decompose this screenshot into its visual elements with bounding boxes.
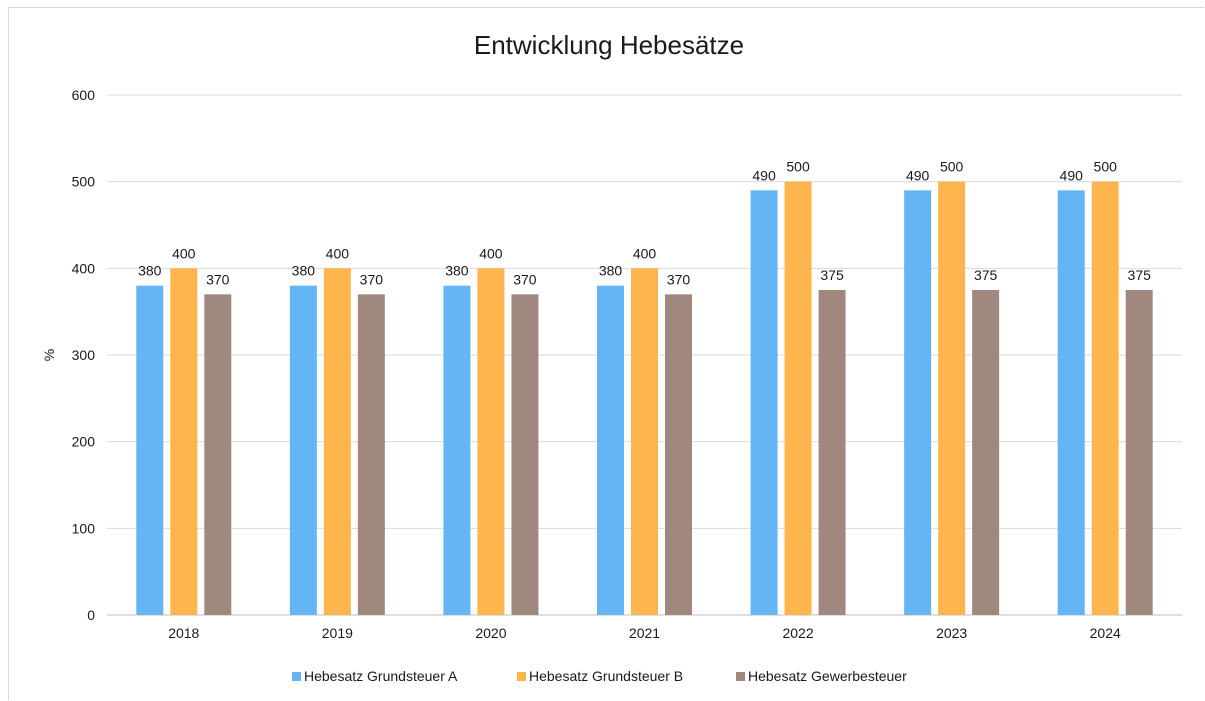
data-label: 490 <box>906 167 930 183</box>
data-labels: 380 400 370 380 400 370 380 400 370 380 400 370 490 5… <box>138 159 1151 288</box>
y-tick-label: 400 <box>72 260 96 276</box>
bar <box>1091 181 1119 615</box>
bar <box>597 285 624 615</box>
x-tick-label: 2018 <box>168 625 199 641</box>
data-label: 400 <box>326 245 350 261</box>
y-tick-label: 200 <box>72 434 96 450</box>
bar <box>477 268 505 615</box>
bar <box>170 268 198 615</box>
bar <box>204 294 232 615</box>
data-label: 500 <box>1094 159 1118 175</box>
bar <box>818 290 846 615</box>
bar <box>904 190 932 616</box>
x-tick-label: 2020 <box>475 625 506 641</box>
bar <box>1125 290 1153 615</box>
data-label: 375 <box>820 267 844 283</box>
legend-swatch <box>517 672 526 681</box>
data-label: 370 <box>360 271 384 287</box>
bar <box>511 294 539 615</box>
data-label: 500 <box>940 159 964 175</box>
legend-swatch <box>736 672 745 681</box>
chart-frame <box>8 7 1204 700</box>
bar <box>938 181 966 615</box>
bar <box>136 285 164 615</box>
data-label: 400 <box>633 245 657 261</box>
data-label: 375 <box>974 267 998 283</box>
data-label: 380 <box>138 263 162 279</box>
data-label: 490 <box>1060 167 1084 183</box>
y-tick-label: 0 <box>87 607 95 623</box>
data-label: 380 <box>445 263 469 279</box>
data-label: 370 <box>513 271 537 287</box>
data-label: 370 <box>667 271 691 287</box>
data-label: 380 <box>292 263 316 279</box>
legend: Hebesatz Grundsteuer A Hebesatz Grundsteu… <box>292 668 907 684</box>
legend-label: Hebesatz Grundsteuer B <box>529 668 683 684</box>
bar <box>289 285 317 615</box>
x-tick-label: 2019 <box>322 625 353 641</box>
data-label: 370 <box>206 271 230 287</box>
chart-title: Entwicklung Hebesätze <box>474 30 744 60</box>
bar <box>631 268 658 615</box>
x-tick-label: 2022 <box>782 625 813 641</box>
bar <box>750 190 778 616</box>
y-tick-label: 100 <box>72 520 96 536</box>
data-label: 380 <box>599 263 623 279</box>
x-tick-label: 2021 <box>629 625 660 641</box>
y-tick-label: 500 <box>72 174 96 190</box>
legend-swatch <box>292 672 301 681</box>
data-label: 500 <box>786 159 810 175</box>
bar <box>443 285 471 615</box>
y-tick-label: 300 <box>72 347 96 363</box>
x-axis-ticks: 2018 2019 2020 2021 2022 2023 2024 <box>168 625 1121 641</box>
bar <box>357 294 385 615</box>
data-label: 375 <box>1128 267 1152 283</box>
bar <box>972 290 1000 615</box>
bar <box>323 268 351 615</box>
y-axis-ticks: 0 100 200 300 400 500 600 <box>72 87 96 623</box>
y-axis-title: % <box>41 349 57 361</box>
legend-label: Hebesatz Grundsteuer A <box>304 668 458 684</box>
bar <box>784 181 812 615</box>
y-tick-label: 600 <box>72 87 96 103</box>
data-label: 490 <box>752 167 776 183</box>
bar <box>1057 190 1085 616</box>
bars <box>136 181 1153 616</box>
x-tick-label: 2024 <box>1090 625 1121 641</box>
bar <box>665 294 692 615</box>
data-label: 400 <box>479 245 503 261</box>
x-tick-label: 2023 <box>936 625 967 641</box>
legend-label: Hebesatz Gewerbesteuer <box>748 668 907 684</box>
data-label: 400 <box>172 245 196 261</box>
